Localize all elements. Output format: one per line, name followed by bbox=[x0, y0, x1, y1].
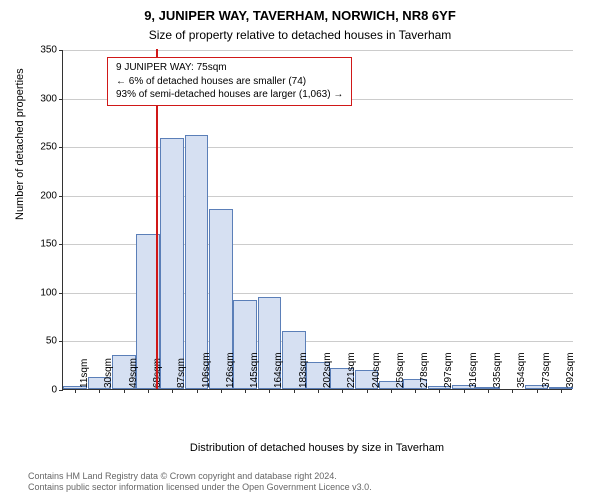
y-tick bbox=[59, 196, 63, 197]
annotation-line-3: 93% of semi-detached houses are larger (… bbox=[116, 88, 343, 102]
x-tick bbox=[537, 389, 538, 393]
x-tick-label: 126sqm bbox=[225, 352, 236, 388]
x-tick-label: 335sqm bbox=[492, 352, 503, 388]
x-tick-label: 240sqm bbox=[371, 352, 382, 388]
y-tick bbox=[59, 50, 63, 51]
x-tick bbox=[221, 389, 222, 393]
footer-attribution: Contains HM Land Registry data © Crown c… bbox=[28, 471, 372, 494]
x-tick-label: 49sqm bbox=[128, 358, 139, 388]
x-tick-label: 202sqm bbox=[322, 352, 333, 388]
y-tick bbox=[59, 341, 63, 342]
x-tick bbox=[148, 389, 149, 393]
histogram-bar bbox=[185, 135, 209, 390]
y-tick-label: 0 bbox=[51, 385, 57, 396]
y-tick bbox=[59, 244, 63, 245]
x-tick bbox=[415, 389, 416, 393]
x-tick bbox=[99, 389, 100, 393]
footer-line-2: Contains public sector information licen… bbox=[28, 482, 372, 494]
x-tick-label: 145sqm bbox=[249, 352, 260, 388]
y-tick-label: 100 bbox=[40, 287, 57, 298]
x-tick-label: 221sqm bbox=[346, 352, 357, 388]
x-tick-label: 164sqm bbox=[273, 352, 284, 388]
x-tick bbox=[269, 389, 270, 393]
x-tick bbox=[391, 389, 392, 393]
x-tick-label: 278sqm bbox=[419, 352, 430, 388]
marker-annotation-box: 9 JUNIPER WAY: 75sqm ← 6% of detached ho… bbox=[107, 57, 352, 106]
x-tick-label: 354sqm bbox=[516, 352, 527, 388]
y-axis-label: Number of detached properties bbox=[14, 68, 26, 220]
y-tick bbox=[59, 390, 63, 391]
x-tick-label: 316sqm bbox=[468, 352, 479, 388]
annotation-line-2: ← 6% of detached houses are smaller (74) bbox=[116, 75, 343, 89]
x-tick-label: 106sqm bbox=[201, 352, 212, 388]
x-tick bbox=[488, 389, 489, 393]
x-tick-label: 373sqm bbox=[541, 352, 552, 388]
x-tick bbox=[367, 389, 368, 393]
footer-line-1: Contains HM Land Registry data © Crown c… bbox=[28, 471, 372, 483]
property-size-chart: 9, JUNIPER WAY, TAVERHAM, NORWICH, NR8 6… bbox=[0, 0, 600, 500]
y-tick-label: 350 bbox=[40, 45, 57, 56]
x-tick-label: 30sqm bbox=[103, 358, 114, 388]
x-tick-label: 183sqm bbox=[298, 352, 309, 388]
x-tick-label: 392sqm bbox=[565, 352, 576, 388]
x-axis-label: Distribution of detached houses by size … bbox=[62, 442, 572, 454]
gridline bbox=[63, 147, 573, 148]
x-tick bbox=[75, 389, 76, 393]
x-tick bbox=[342, 389, 343, 393]
x-tick-label: 87sqm bbox=[176, 358, 187, 388]
x-tick bbox=[172, 389, 173, 393]
y-tick bbox=[59, 293, 63, 294]
y-tick bbox=[59, 147, 63, 148]
histogram-bar bbox=[160, 138, 184, 389]
x-tick bbox=[197, 389, 198, 393]
y-tick bbox=[59, 99, 63, 100]
y-tick-label: 150 bbox=[40, 239, 57, 250]
x-tick bbox=[464, 389, 465, 393]
x-tick bbox=[561, 389, 562, 393]
chart-title-main: 9, JUNIPER WAY, TAVERHAM, NORWICH, NR8 6… bbox=[0, 8, 600, 23]
x-tick-label: 259sqm bbox=[395, 352, 406, 388]
x-tick bbox=[124, 389, 125, 393]
x-tick-label: 11sqm bbox=[79, 359, 90, 388]
annotation-line-1: 9 JUNIPER WAY: 75sqm bbox=[116, 61, 343, 75]
x-tick bbox=[245, 389, 246, 393]
gridline bbox=[63, 196, 573, 197]
y-tick-label: 50 bbox=[46, 336, 57, 347]
gridline bbox=[63, 50, 573, 51]
chart-title-sub: Size of property relative to detached ho… bbox=[0, 28, 600, 42]
x-tick bbox=[512, 389, 513, 393]
y-tick-label: 200 bbox=[40, 190, 57, 201]
x-tick bbox=[439, 389, 440, 393]
x-tick bbox=[318, 389, 319, 393]
x-tick-label: 297sqm bbox=[443, 352, 454, 388]
x-tick bbox=[294, 389, 295, 393]
plot-area: 05010015020025030035011sqm30sqm49sqm68sq… bbox=[62, 50, 572, 390]
y-tick-label: 300 bbox=[40, 93, 57, 104]
y-tick-label: 250 bbox=[40, 142, 57, 153]
